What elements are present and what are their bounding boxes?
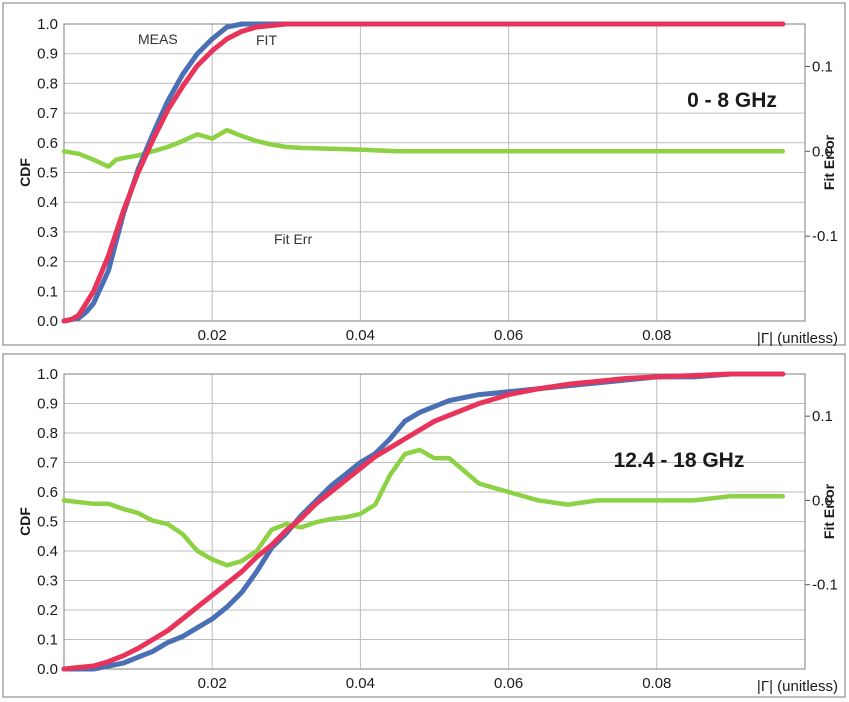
- y-tick-label: 0.3: [37, 224, 58, 241]
- series-line-fit-err: [61, 127, 786, 169]
- y2-tick-label: 0.0: [812, 492, 833, 509]
- y2-tick-label: 0.0: [812, 143, 833, 160]
- y-tick-label: 0.6: [37, 484, 58, 501]
- y-tick-label: 0.4: [37, 543, 58, 560]
- y-tick-label: 0.1: [37, 283, 58, 300]
- y-tick-label: 0.1: [37, 632, 58, 649]
- series-line-fit: [61, 21, 786, 324]
- y-tick-label: 0.5: [37, 514, 58, 531]
- y-tick-label: 0.8: [37, 75, 58, 92]
- plot-area-frame: [63, 373, 806, 670]
- x-tick-label: 0.08: [642, 675, 671, 692]
- y-tick-label: 0.6: [37, 135, 58, 152]
- y2-tick-label: 0.1: [812, 58, 833, 75]
- y2-axis-title: Fit Error: [821, 134, 837, 190]
- y-axis-title: CDF: [17, 507, 33, 536]
- y-tick-label: 0.2: [37, 254, 58, 271]
- x-tick-label: 0.08: [642, 327, 671, 344]
- y2-tick-label: 0.1: [812, 408, 833, 425]
- y-tick-label: 0.0: [37, 313, 58, 330]
- x-axis-title: |Γ| (unitless): [757, 330, 838, 347]
- x-tick-label: 0.06: [494, 675, 523, 692]
- x-tick-label: 0.02: [198, 327, 227, 344]
- series-label: Fit Err: [274, 231, 312, 247]
- y-tick-label: 0.9: [37, 46, 58, 63]
- x-tick-label: 0.06: [494, 327, 523, 344]
- frequency-band-label: 12.4 - 18 GHz: [614, 449, 745, 472]
- x-tick-label: 0.04: [346, 675, 375, 692]
- y2-axis-title: Fit Error: [821, 483, 837, 539]
- series-line-fit-err: [61, 447, 786, 568]
- panel-frame: [2, 353, 846, 698]
- series-label: MEAS: [138, 31, 178, 47]
- y-tick-label: 0.4: [37, 194, 58, 211]
- y-tick-label: 0.9: [37, 396, 58, 413]
- y-tick-label: 0.2: [37, 602, 58, 619]
- y-tick-label: 0.5: [37, 165, 58, 182]
- y-tick-label: 1.0: [37, 16, 58, 33]
- y2-tick-label: -0.1: [812, 577, 838, 594]
- series-label: FIT: [256, 32, 277, 48]
- y-tick-label: 1.0: [37, 366, 58, 383]
- y-tick-label: 0.3: [37, 573, 58, 590]
- y2-tick-label: -0.1: [812, 228, 838, 245]
- series-line-fit: [61, 371, 786, 672]
- y-tick-label: 0.7: [37, 105, 58, 122]
- x-axis-title: |Γ| (unitless): [757, 678, 838, 695]
- chart-panel-2: 0.0 0.1 0.2 0.3 0.4 0.5 0.6 0.7 0.8 0.9 1.0 0.02 0.0…: [2, 353, 846, 698]
- x-tick-label: 0.04: [346, 327, 375, 344]
- y-tick-label: 0.8: [37, 425, 58, 442]
- y-axis-title: CDF: [17, 158, 33, 187]
- frequency-band-label: 0 - 8 GHz: [687, 89, 777, 112]
- panel-frame: [2, 2, 846, 346]
- y-tick-label: 0.0: [37, 661, 58, 678]
- y-tick-label: 0.7: [37, 455, 58, 472]
- x-tick-label: 0.02: [198, 675, 227, 692]
- chart-panel-1: 0.0 0.1 0.2 0.3 0.4 0.5 0.6 0.7 0.8 0.9 1.0 0.02 0.0…: [2, 2, 846, 347]
